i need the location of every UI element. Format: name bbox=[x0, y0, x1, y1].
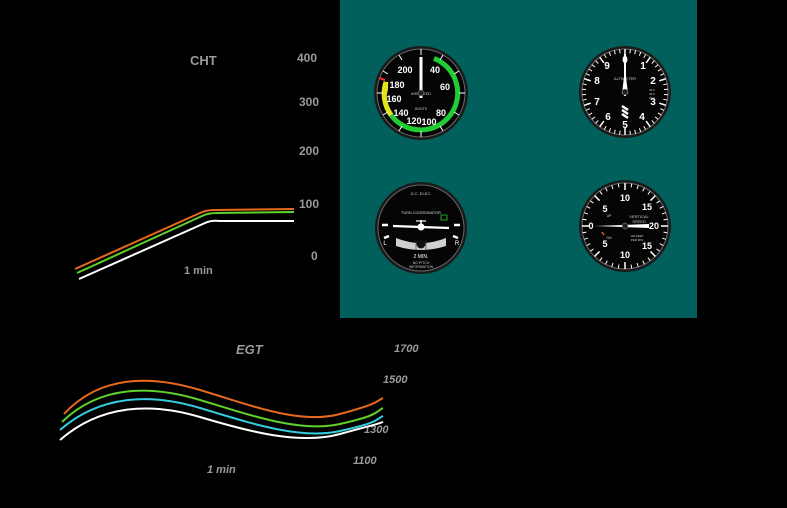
cht-tick-200: 200 bbox=[299, 144, 320, 158]
svg-text:29.9: 29.9 bbox=[649, 88, 655, 92]
svg-text:180: 180 bbox=[389, 80, 404, 90]
instrument-panel: 200 40 180 60 160 140 80 120 100 AIRSPEE… bbox=[340, 0, 697, 318]
turn-coordinator-label: TURN COORDINATOR bbox=[401, 211, 441, 215]
svg-text:140: 140 bbox=[393, 108, 408, 118]
svg-text:SPEED: SPEED bbox=[632, 219, 646, 224]
svg-text:7: 7 bbox=[594, 97, 600, 108]
svg-text:30.1: 30.1 bbox=[649, 96, 655, 100]
egt-graph bbox=[59, 379, 384, 441]
svg-text:0: 0 bbox=[588, 221, 593, 231]
svg-text:4: 4 bbox=[639, 112, 645, 123]
cht-time-label: 1 min bbox=[184, 265, 213, 277]
svg-text:15: 15 bbox=[642, 241, 652, 251]
vsi-label: VERTICAL bbox=[629, 214, 649, 219]
egt-trace-orange bbox=[63, 379, 384, 419]
cht-title: CHT bbox=[190, 53, 217, 68]
cht-tick-400: 400 bbox=[297, 51, 318, 65]
svg-text:120: 120 bbox=[406, 116, 421, 126]
altimeter-short-needle bbox=[622, 68, 628, 94]
svg-text:5: 5 bbox=[602, 204, 607, 214]
svg-text:NO PITCH: NO PITCH bbox=[413, 261, 430, 265]
cht-tick-300: 300 bbox=[299, 95, 320, 109]
egt-trace-white bbox=[59, 407, 384, 441]
egt-title: EGT bbox=[236, 342, 263, 357]
svg-text:100: 100 bbox=[421, 117, 436, 127]
flag-icon bbox=[440, 214, 448, 221]
svg-text:3: 3 bbox=[650, 97, 656, 108]
turn-coordinator[interactable]: D.C. ELEC. TURN COORDINATOR L R 2 MIN. N… bbox=[374, 181, 468, 275]
egt-tick-1500: 1500 bbox=[383, 374, 408, 386]
cht-tick-100: 100 bbox=[299, 197, 320, 211]
svg-text:6: 6 bbox=[605, 112, 611, 123]
dc-elec-label: D.C. ELEC. bbox=[411, 191, 432, 196]
egt-tick-1100: 1100 bbox=[353, 455, 377, 467]
inclinometer-ball bbox=[416, 239, 426, 249]
egt-tick-1700: 1700 bbox=[394, 343, 419, 355]
svg-text:100 FEET: 100 FEET bbox=[630, 234, 644, 238]
svg-text:40: 40 bbox=[430, 65, 440, 75]
altimeter-hatch bbox=[621, 104, 629, 120]
svg-text:R: R bbox=[455, 241, 460, 247]
cht-trace-white bbox=[78, 219, 294, 280]
svg-text:60: 60 bbox=[440, 82, 450, 92]
svg-text:8: 8 bbox=[594, 76, 600, 87]
egt-trace-cyan bbox=[59, 398, 384, 435]
egt-trace-green bbox=[61, 389, 384, 428]
svg-text:PER MIN: PER MIN bbox=[631, 238, 644, 242]
svg-text:10: 10 bbox=[620, 193, 630, 203]
cht-trace-green bbox=[76, 211, 295, 274]
svg-text:9: 9 bbox=[604, 61, 610, 72]
svg-text:20: 20 bbox=[649, 221, 659, 231]
altimeter[interactable]: 0 1 2 3 4 5 6 7 8 9 ALTIMETER 29.9 30.0 … bbox=[578, 45, 672, 139]
svg-text:UP: UP bbox=[607, 214, 613, 218]
svg-text:INFORMATION: INFORMATION bbox=[409, 265, 434, 269]
svg-text:DN: DN bbox=[606, 236, 612, 240]
airspeed-units: KNOTS bbox=[415, 107, 428, 111]
svg-text:1: 1 bbox=[640, 61, 646, 72]
svg-text:5: 5 bbox=[602, 239, 607, 249]
two-min-label: 2 MIN. bbox=[414, 254, 429, 260]
cht-graph bbox=[74, 208, 295, 280]
egt-time-label: 1 min bbox=[207, 464, 236, 476]
egt-tick-1300: 1300 bbox=[364, 424, 389, 436]
green-arc bbox=[388, 56, 461, 133]
airplane-icon bbox=[392, 220, 450, 231]
cht-trace-orange bbox=[74, 208, 295, 270]
svg-text:5: 5 bbox=[622, 120, 628, 131]
svg-text:80: 80 bbox=[436, 108, 446, 118]
svg-text:160: 160 bbox=[386, 94, 401, 104]
vertical-speed-indicator[interactable]: 10 5 15 20 15 10 5 0 UP DN VERTICAL SPEE… bbox=[578, 179, 672, 273]
svg-text:10: 10 bbox=[620, 250, 630, 260]
yellow-arc bbox=[381, 81, 394, 117]
cht-tick-0: 0 bbox=[311, 249, 318, 263]
airspeed-indicator[interactable]: 200 40 180 60 160 140 80 120 100 AIRSPEE… bbox=[373, 45, 469, 141]
svg-text:30.0: 30.0 bbox=[649, 92, 655, 96]
svg-text:200: 200 bbox=[397, 65, 412, 75]
svg-text:15: 15 bbox=[642, 202, 652, 212]
svg-text:L: L bbox=[383, 241, 387, 247]
svg-text:2: 2 bbox=[650, 76, 656, 87]
